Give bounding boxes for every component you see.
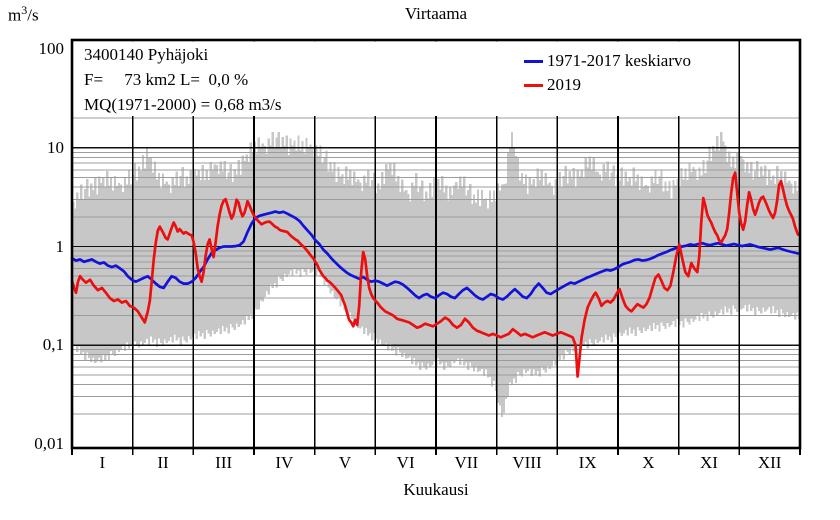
month-label: IV xyxy=(275,453,294,472)
month-label: IX xyxy=(578,453,597,472)
month-label: XI xyxy=(700,453,718,472)
month-label: III xyxy=(215,453,233,472)
y-axis-unit-label: m3/s xyxy=(8,3,39,25)
legend-item-2019: 2019 xyxy=(524,75,581,95)
month-label: I xyxy=(99,453,106,472)
x-axis-title: Kuukausi xyxy=(403,480,469,499)
y-tick-label: 10 xyxy=(47,137,64,157)
month-label: V xyxy=(338,453,352,472)
mean-discharge-info: MQ(1971-2000) = 0,68 m3/s xyxy=(84,95,282,114)
month-label: VI xyxy=(396,453,415,472)
legend-label-2019: 2019 xyxy=(547,75,581,94)
station-id-name: 3400140 Pyhäjoki xyxy=(84,45,209,64)
year-line-sample-icon xyxy=(524,83,543,87)
month-label: X xyxy=(642,453,655,472)
y-tick-label: 0,1 xyxy=(42,335,64,355)
y-tick-label: 0,01 xyxy=(34,433,64,453)
plot-border xyxy=(70,38,802,450)
legend-item-mean: 1971-2017 keskiarvo xyxy=(524,51,691,71)
month-label: VIII xyxy=(512,453,542,472)
series-line-mean xyxy=(70,210,800,301)
legend-label-mean: 1971-2017 keskiarvo xyxy=(547,51,692,70)
series-line-2019 xyxy=(70,171,800,378)
info-box-backdrop xyxy=(74,41,738,116)
y-tick-label: 1 xyxy=(55,236,65,256)
mean-line-sample-icon xyxy=(524,59,543,63)
y-tick-label: 100 xyxy=(38,39,65,59)
catchment-info: F= 73 km2 L= 0,0 % xyxy=(84,70,249,89)
chart-title: Virtaama xyxy=(404,4,468,23)
month-label: VII xyxy=(454,453,479,472)
month-label: II xyxy=(157,453,169,472)
month-label: XII xyxy=(757,453,782,472)
